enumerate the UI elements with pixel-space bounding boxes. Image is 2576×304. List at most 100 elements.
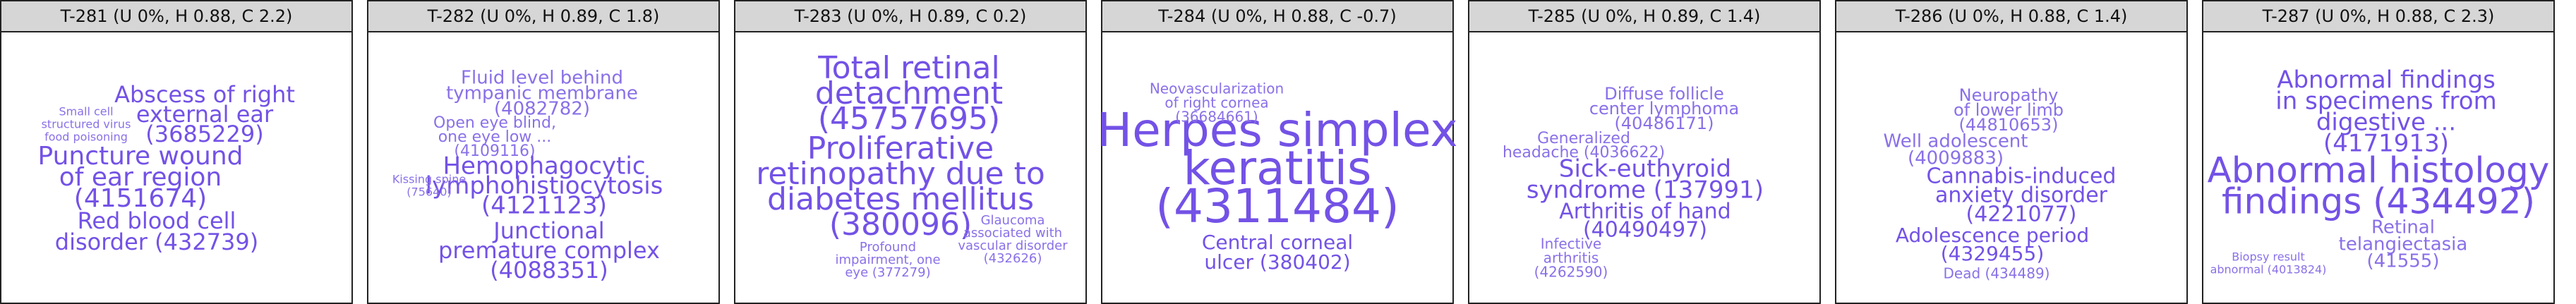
cloud-word: findings (434492)	[2222, 181, 2535, 222]
cloud-word: diabetes mellitus	[767, 181, 1034, 217]
cloud-word: of ear region	[59, 163, 222, 192]
panel: T-285 (U 0%, H 0.89, C 1.4) Diffuse folli…	[1468, 0, 1821, 304]
cloud-word: Abnormal findings	[2277, 66, 2496, 95]
cloud-word: (4151674)	[74, 184, 207, 213]
cloud-word: anxiety disorder	[1935, 183, 2108, 208]
cloud-word: (75640)	[407, 186, 451, 199]
cloud-word: (4311484)	[1155, 179, 1399, 233]
panel: T-284 (U 0%, H 0.88, C -0.7) Herpes simpl…	[1097, 0, 1458, 304]
cloud-word: tympanic membrane	[446, 83, 638, 104]
panel-header	[734, 0, 1087, 32]
panel: T-282 (U 0%, H 0.89, C 1.8) Fluid level b…	[367, 0, 720, 304]
cloud-word: (44810653)	[1959, 115, 2059, 135]
cloud-word: disorder (432739)	[55, 229, 259, 255]
panel-frame	[1468, 0, 1821, 304]
panel-frame	[1101, 0, 1454, 304]
cloud-word: center lymphoma	[1589, 99, 1739, 118]
panel: T-286 (U 0%, H 0.88, C 1.4) Neuropathyof …	[1835, 0, 2188, 304]
cloud-word: Infective	[1541, 236, 1601, 253]
cloud-word: Profound	[860, 240, 916, 255]
panel-header	[1101, 0, 1454, 32]
cloud-word: impairment, one	[835, 253, 940, 267]
cloud-word: detachment	[815, 75, 1003, 111]
panel: T-283 (U 0%, H 0.89, C 0.2) Total retinal…	[734, 0, 1087, 304]
cloud-word: (4121123)	[481, 192, 607, 220]
cloud-word: food poisoning	[44, 130, 128, 144]
cloud-word: Herpes simplex	[1097, 103, 1458, 157]
cloud-word: Biopsy result	[2232, 250, 2305, 264]
cloud-word: (4009883)	[1908, 148, 2004, 169]
cloud-word: arthritis	[1543, 250, 1599, 267]
panel-title: T-282 (U 0%, H 0.89, C 1.8)	[427, 6, 660, 26]
cloud-word: lymphohistiocytosis	[426, 172, 663, 200]
cloud-word: (45757695)	[818, 101, 1000, 137]
panel-header	[2202, 0, 2555, 32]
cloud-word: Generalized	[1537, 130, 1630, 147]
cloud-word: of lower limb	[1954, 100, 2064, 120]
panel-title: T-287 (U 0%, H 0.88, C 2.3)	[2262, 6, 2495, 26]
cloud-word: Hemophagocytic	[443, 152, 645, 181]
cloud-word: Arthritis of hand	[1559, 200, 1731, 224]
cloud-word: telangiectasia	[2339, 234, 2468, 255]
cloud-word: Puncture wound	[38, 142, 243, 171]
cloud-word: (380096)	[829, 207, 972, 243]
cloud-word: (4221077)	[1966, 202, 2076, 227]
cloud-word: Sick-euthyroid	[1559, 155, 1731, 183]
panel-frame	[2202, 0, 2555, 304]
panel-header	[1468, 0, 1821, 32]
cloud-word: Neovascularization	[1150, 80, 1284, 97]
cloud-word: keratitis	[1184, 141, 1372, 195]
cloud-word: Neuropathy	[1959, 85, 2059, 105]
cloud-word: in specimens from	[2275, 87, 2496, 116]
cloud-word: Proliferative	[807, 130, 994, 166]
cloud-word: associated with	[963, 226, 1062, 241]
cloud-word: Abscess of right	[114, 81, 295, 108]
cloud-word: digestive ...	[2316, 109, 2456, 137]
cloud-word: eye (377279)	[845, 265, 930, 280]
panel-title: T-286 (U 0%, H 0.88, C 1.4)	[1895, 6, 2128, 26]
cloud-word: one eye low ...	[438, 128, 552, 146]
panel-header	[0, 0, 353, 32]
cloud-word: premature complex	[438, 237, 660, 264]
cloud-word: (41555)	[2367, 251, 2440, 272]
cloud-word: (4329455)	[1941, 242, 2045, 265]
cloud-word: (4109116)	[454, 142, 535, 160]
cloud-word: Cannabis-induced	[1927, 164, 2117, 189]
cloud-word: headache (4036622)	[1503, 144, 1665, 162]
panel-frame	[0, 0, 353, 304]
cloud-word: (4082782)	[494, 99, 590, 120]
cloud-word: (4171913)	[2323, 130, 2449, 158]
cloud-word: Total retinal	[817, 50, 1000, 86]
panel: T-287 (U 0%, H 0.88, C 2.3) Abnormal find…	[2202, 0, 2555, 304]
cloud-word: Diffuse follicle	[1604, 84, 1724, 104]
cloud-word: (4262590)	[1534, 264, 1608, 281]
cloud-word: external ear	[136, 101, 274, 128]
cloud-word: abnormal (4013824)	[2210, 263, 2327, 276]
cloud-word: (3685229)	[145, 121, 263, 147]
cloud-word: (432626)	[984, 251, 1042, 266]
cloud-word: (40490497)	[1583, 218, 1707, 243]
panel-title: T-281 (U 0%, H 0.88, C 2.2)	[60, 6, 293, 26]
cloud-word: structured virus	[42, 118, 131, 131]
cloud-word: Small cell	[59, 105, 113, 118]
panel-frame	[367, 0, 720, 304]
panel-title: T-283 (U 0%, H 0.89, C 0.2)	[794, 6, 1027, 26]
cloud-word: Adolescence period	[1896, 224, 2089, 247]
panel: T-281 (U 0%, H 0.88, C 2.2) Abscess of ri…	[0, 0, 353, 304]
cloud-word: syndrome (137991)	[1527, 176, 1764, 205]
panel-title: T-284 (U 0%, H 0.88, C -0.7)	[1157, 6, 1396, 26]
cloud-word: (4088351)	[490, 257, 608, 284]
panel-title: T-285 (U 0%, H 0.89, C 1.4)	[1528, 6, 1761, 26]
cloud-word: Red blood cell	[78, 207, 236, 234]
cloud-word: ulcer (380402)	[1204, 250, 1350, 274]
cloud-word: vascular disorder	[958, 238, 1068, 253]
cloud-word: Fluid level behind	[461, 68, 623, 89]
cloud-word: Well adolescent	[1884, 131, 2028, 152]
cloud-word: retinopathy due to	[756, 156, 1045, 192]
cloud-word: of right cornea	[1164, 95, 1268, 111]
cloud-word: Open eye blind,	[433, 114, 556, 132]
cloud-word: Kissing spine	[392, 173, 466, 186]
panel-frame	[1835, 0, 2188, 304]
cloud-word: Junctional	[492, 217, 604, 244]
